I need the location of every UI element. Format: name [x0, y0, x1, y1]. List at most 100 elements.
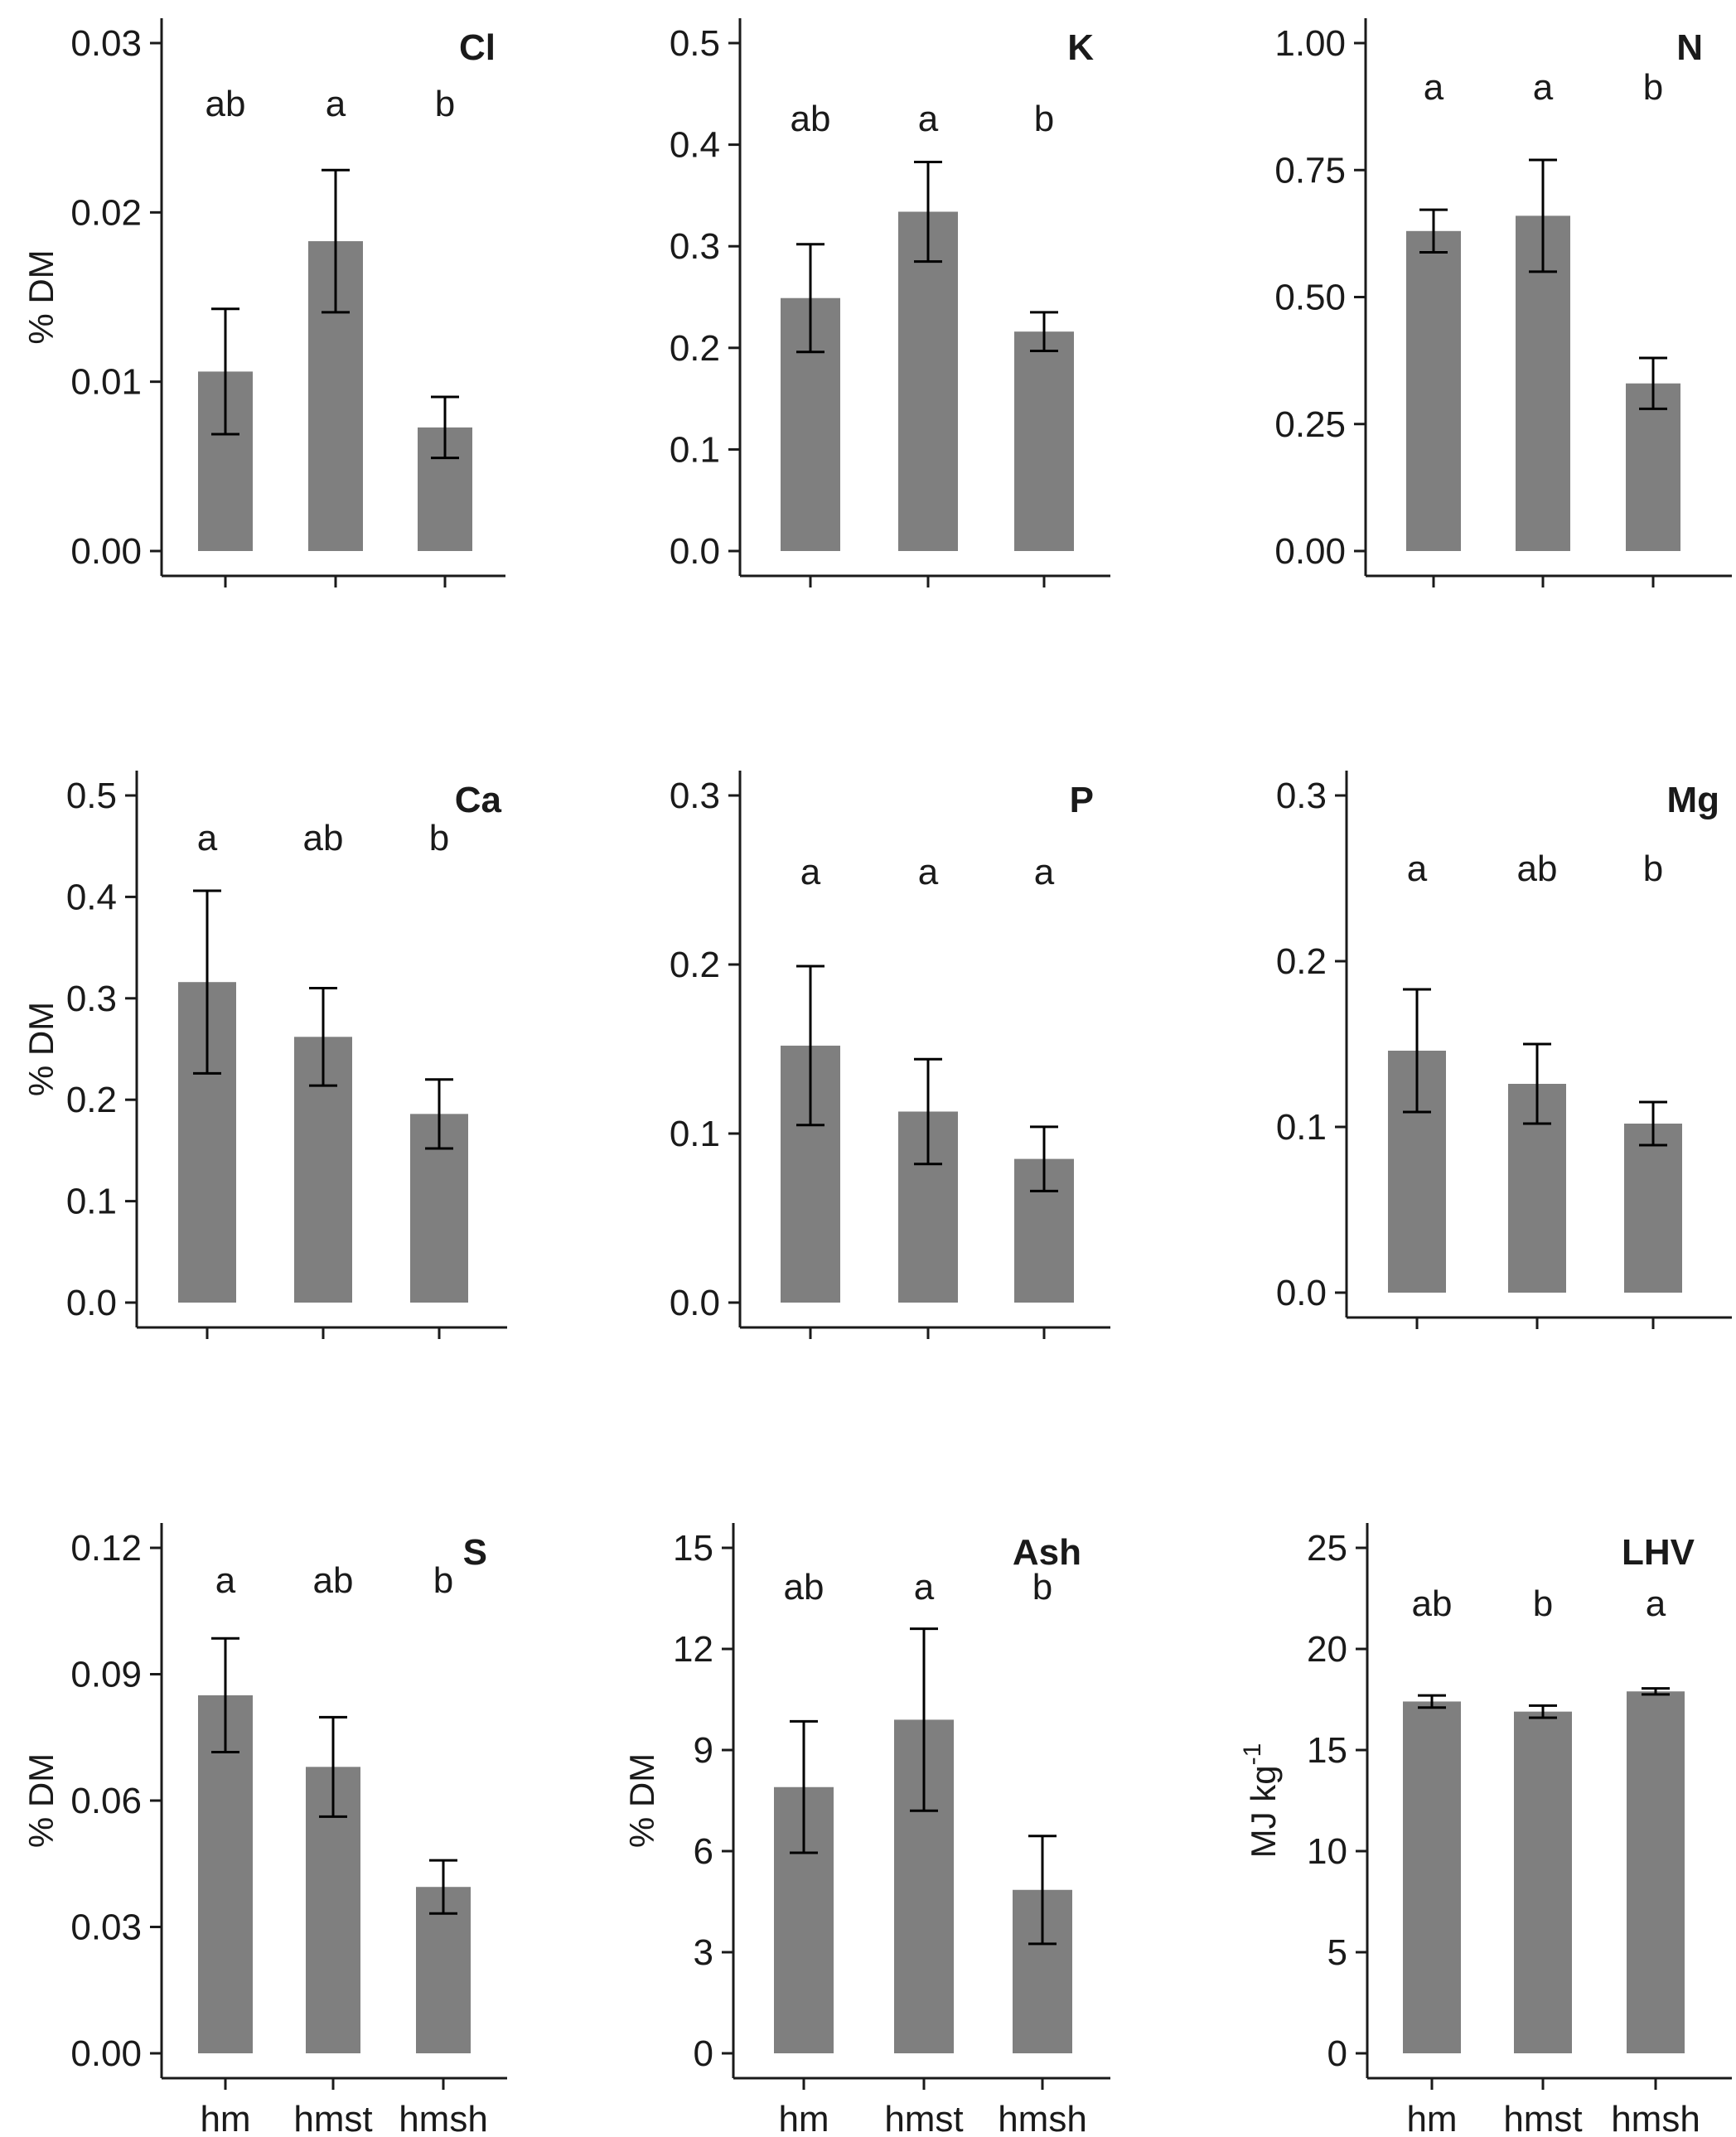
- y-tick-label: 0.1: [670, 1114, 720, 1154]
- bar-hm: [1406, 230, 1461, 551]
- x-tick-label-hm: hm: [1406, 2099, 1457, 2137]
- y-tick-label: 9: [694, 1730, 713, 1771]
- y-tick-label: 0.12: [70, 1528, 142, 1569]
- y-tick-label: 0.3: [66, 979, 117, 1019]
- x-tick-label-hmsh: hmsh: [998, 2099, 1087, 2137]
- significance-letter-hm: ab: [791, 99, 831, 139]
- panel-ash: 0 3 6 9 12 15 ab hm a hmst b hmsh Ash % DM: [622, 1523, 1110, 2137]
- y-tick-label: 0: [1327, 2033, 1347, 2074]
- panel-lhv: 0 5 10 15 20 25 ab hm b hmst a hmsh LHV MJ kg-1: [1239, 1523, 1732, 2137]
- y-tick-label: 0.3: [670, 776, 720, 816]
- y-tick-label: 0.5: [670, 23, 720, 64]
- bar-hmsh: [1624, 1124, 1682, 1293]
- y-tick-label: 0.0: [670, 531, 720, 572]
- significance-letter-hmst: a: [914, 1567, 935, 1608]
- y-tick-label: 0.0: [1276, 1273, 1327, 1313]
- bar-hmst: [1514, 1711, 1572, 2053]
- y-tick-label: 0.3: [670, 226, 720, 267]
- y-tick-label: 0.01: [70, 362, 142, 403]
- significance-letter-hm: ab: [784, 1567, 824, 1608]
- significance-letter-hmst: a: [1533, 67, 1554, 108]
- panel-title: LHV: [1622, 1532, 1695, 1573]
- significance-letter-hmsh: b: [433, 1560, 453, 1601]
- significance-letter-hm: a: [800, 852, 821, 892]
- bar-hm: [1403, 1701, 1461, 2053]
- panel-p: 0.00.10.20.3a a aP: [670, 771, 1110, 1339]
- y-tick-label: 15: [673, 1528, 713, 1569]
- significance-letter-hmsh: b: [1032, 1567, 1052, 1608]
- x-tick-label-hmsh: hmsh: [1611, 2099, 1700, 2137]
- y-tick-label: 0.06: [70, 1781, 142, 1821]
- y-axis-label: % DM: [22, 249, 60, 344]
- x-tick-label-hmst: hmst: [1503, 2099, 1582, 2137]
- significance-letter-hm: a: [215, 1560, 236, 1601]
- y-tick-label: 0.02: [70, 192, 142, 233]
- y-tick-label: 0.2: [66, 1080, 117, 1120]
- significance-letter-hmsh: b: [1034, 99, 1054, 139]
- panel-mg: 0.0 0.1 0.2 0.3 a ab bMg: [1276, 771, 1732, 1329]
- significance-letter-hmst: b: [1533, 1583, 1553, 1624]
- y-tick-label: 0.1: [1276, 1107, 1327, 1148]
- y-tick-label: 0.0: [670, 1283, 720, 1323]
- y-axis-label-text: MJ kg: [1244, 1765, 1283, 1858]
- y-tick-label: 0.1: [66, 1182, 117, 1222]
- panel-title: Cl: [459, 27, 496, 68]
- y-tick-label: 0.03: [70, 1907, 142, 1948]
- significance-letter-hm: ab: [1412, 1583, 1453, 1624]
- significance-letter-hmsh: a: [1034, 852, 1055, 892]
- y-tick-label: 6: [694, 1831, 713, 1872]
- y-tick-label: 0.1: [670, 429, 720, 470]
- panel-s: 0.00 0.03 0.06 0.09 0.12 a hm ab hmst b hmsh S % DM: [22, 1523, 507, 2137]
- y-tick-label: 0.00: [70, 2033, 142, 2074]
- y-tick-label: 0.75: [1274, 150, 1346, 191]
- significance-letter-hmst: a: [326, 84, 346, 124]
- panel-k: 0.00.10.20.30.40.5ab a bK: [670, 18, 1110, 587]
- bar-hm: [198, 1695, 253, 2053]
- x-tick-label-hmst: hmst: [884, 2099, 963, 2137]
- y-tick-label: 0.5: [66, 776, 117, 816]
- y-tick-label: 0.25: [1274, 404, 1346, 445]
- y-tick-label: 1.00: [1274, 23, 1346, 64]
- y-tick-label: 3: [694, 1932, 713, 1973]
- panel-title: Mg: [1666, 780, 1719, 820]
- bar-hmsh: [1627, 1691, 1685, 2053]
- y-tick-label: 25: [1307, 1528, 1347, 1569]
- y-axis-label-superscript: -1: [1239, 1743, 1266, 1766]
- y-axis-label-text: % DM: [22, 249, 60, 344]
- significance-letter-hmsh: b: [1643, 849, 1663, 889]
- x-tick-label-hm: hm: [778, 2099, 829, 2137]
- y-tick-label: 0.2: [1276, 941, 1327, 982]
- y-tick-label: 0.4: [670, 125, 720, 166]
- y-tick-label: 0.0: [66, 1283, 117, 1323]
- x-tick-label-hmsh: hmsh: [399, 2099, 488, 2137]
- y-tick-label: 15: [1307, 1730, 1347, 1771]
- significance-letter-hmst: ab: [303, 818, 344, 858]
- panel-ca: 0.0 0.1 0.2 0.3 0.4 0.5 a ab bCa % DM: [22, 771, 507, 1339]
- y-axis-label-text: % DM: [22, 1002, 60, 1096]
- significance-letter-hm: a: [1407, 849, 1428, 889]
- y-tick-label: 0.4: [66, 877, 117, 917]
- significance-letter-hmst: a: [918, 852, 939, 892]
- y-tick-label: 0.09: [70, 1655, 142, 1695]
- y-tick-label: 20: [1307, 1629, 1347, 1670]
- y-tick-label: 0.03: [70, 23, 142, 64]
- panel-title: P: [1070, 780, 1094, 820]
- y-axis-label: MJ kg-1: [1239, 1743, 1283, 1859]
- y-tick-label: 12: [673, 1629, 713, 1670]
- significance-letter-hmst: ab: [313, 1560, 354, 1601]
- significance-letter-hmsh: a: [1646, 1583, 1666, 1624]
- panel-title: Ca: [455, 780, 502, 820]
- significance-letter-hmsh: b: [435, 84, 455, 124]
- bar-hmsh: [1626, 383, 1680, 551]
- y-tick-label: 0.2: [670, 328, 720, 369]
- significance-letter-hmsh: b: [1643, 67, 1663, 108]
- y-tick-label: 5: [1327, 1932, 1347, 1973]
- significance-letter-hm: a: [197, 818, 218, 858]
- panel-title: N: [1676, 27, 1703, 68]
- significance-letter-hmst: a: [918, 99, 939, 139]
- y-tick-label: 10: [1307, 1831, 1347, 1872]
- significance-letter-hmst: ab: [1517, 849, 1558, 889]
- panel-title: S: [463, 1532, 487, 1573]
- y-axis-label: % DM: [22, 1753, 60, 1848]
